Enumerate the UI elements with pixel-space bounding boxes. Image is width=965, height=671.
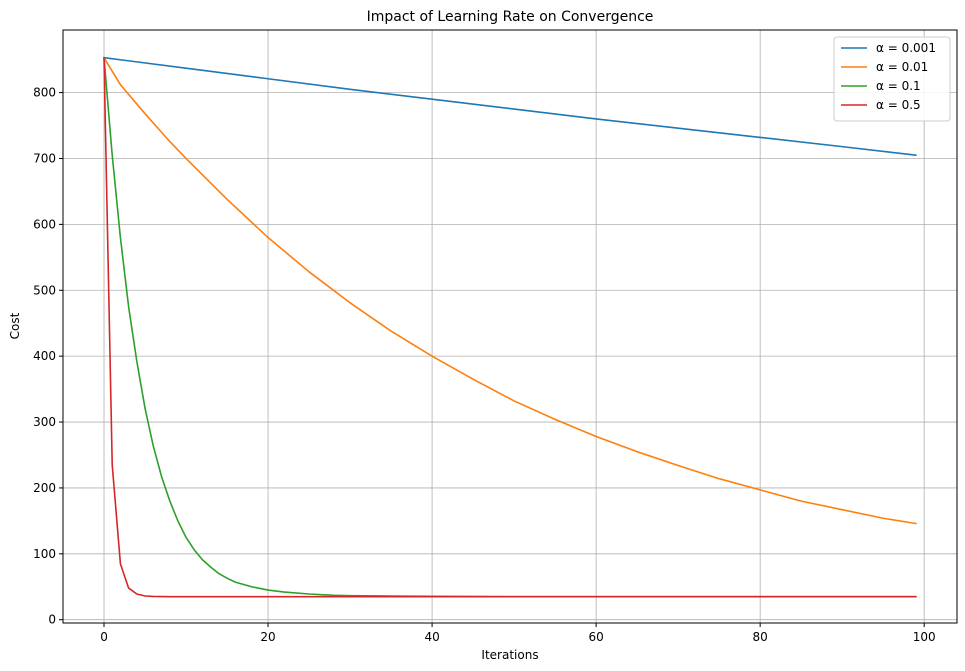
y-tick-label: 100 [33, 547, 56, 561]
legend-label-1: α = 0.01 [876, 60, 928, 74]
x-tick-label: 0 [100, 630, 108, 644]
y-tick-label: 0 [48, 613, 56, 627]
grid [63, 30, 957, 623]
y-tick-label: 500 [33, 283, 56, 297]
x-tick-label: 100 [913, 630, 936, 644]
legend-label-3: α = 0.5 [876, 98, 921, 112]
x-tick-label: 80 [753, 630, 768, 644]
x-tick-label: 40 [424, 630, 439, 644]
y-tick-label: 700 [33, 151, 56, 165]
x-tick-label: 20 [260, 630, 275, 644]
y-tick-label: 400 [33, 349, 56, 363]
legend: α = 0.001 α = 0.01 α = 0.1 α = 0.5 [833, 36, 951, 122]
x-tick-label: 60 [588, 630, 603, 644]
axis-ticks: 0 20 40 60 80 100 0 100 200 300 400 500 600 700 800 [33, 86, 936, 644]
legend-label-2: α = 0.1 [876, 79, 921, 93]
y-tick-label: 300 [33, 415, 56, 429]
legend-label-0: α = 0.001 [876, 41, 936, 55]
series-line-3 [103, 56, 917, 598]
x-axis-label: Iterations [481, 648, 538, 662]
y-tick-label: 200 [33, 481, 56, 495]
y-tick-label: 600 [33, 217, 56, 231]
series-line-1 [103, 56, 917, 525]
chart-title: Impact of Learning Rate on Convergence [367, 9, 654, 25]
y-axis-label: Cost [8, 312, 22, 339]
legend-box [833, 36, 951, 122]
y-tick-label: 800 [33, 86, 56, 100]
plot-frame [62, 29, 958, 624]
series-line-0 [103, 56, 917, 156]
series-lines [103, 56, 917, 598]
